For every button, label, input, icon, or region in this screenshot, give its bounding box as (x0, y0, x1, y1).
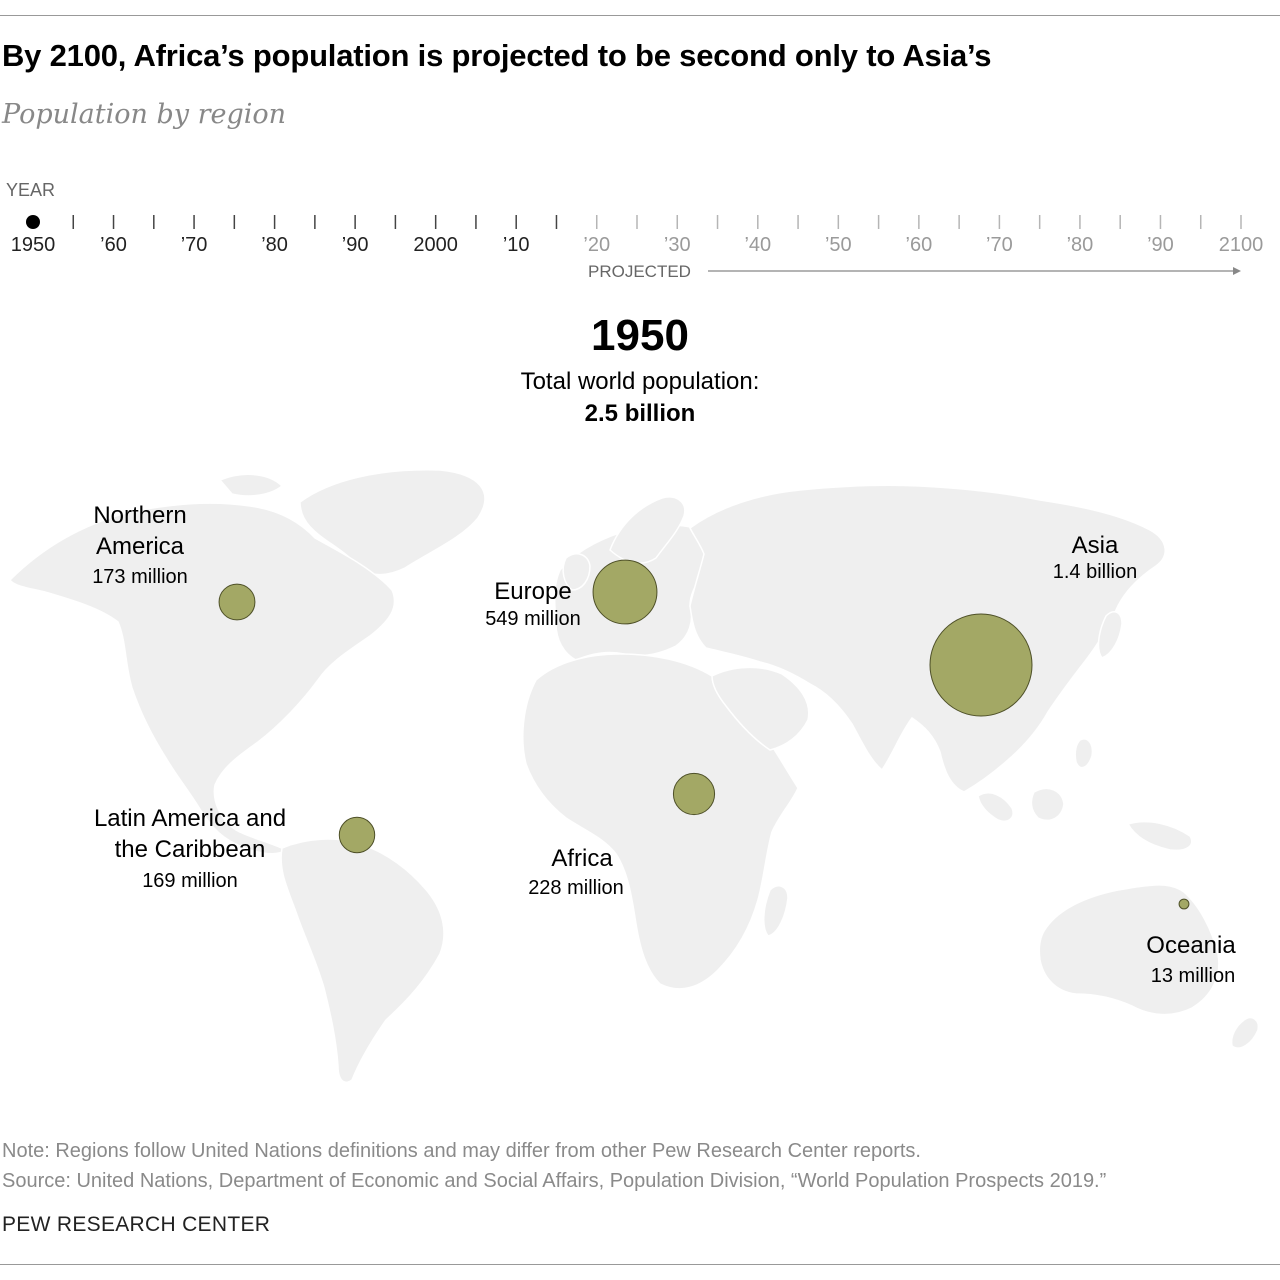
timeline-tick-label-2030: ’30 (664, 234, 691, 256)
land-south-america (280, 838, 445, 1084)
timeline-tick-label-1950: 1950 (11, 234, 56, 256)
bubble-asia[interactable] (929, 613, 1033, 717)
land-arabia (711, 666, 810, 751)
projected-label: PROJECTED (588, 262, 691, 281)
timeline-tick-label-2010: ’10 (503, 234, 530, 256)
label-africa: Africa (551, 845, 613, 872)
land-japan (1097, 611, 1123, 659)
world-map-svg (9, 469, 1260, 1084)
label-latin-america-line2: the Caribbean (114, 836, 266, 863)
timeline-tick-label-1990: ’90 (342, 234, 369, 256)
footer-source: Source: United Nations, Department of Ec… (2, 1170, 1107, 1192)
label-northern-america-line2: America (95, 533, 185, 560)
land-madagascar (763, 885, 789, 937)
label-asia: Asia (1071, 532, 1119, 559)
year-timeline[interactable]: 1950 ’60 ’70 ’80 ’90 2000 ’10 ’20 ’30 ’40 ’50 ’60 ’7… (0, 175, 1280, 285)
timeline-tick-label-1960: ’60 (100, 234, 127, 256)
land-new-guinea (1126, 820, 1193, 852)
timeline-tick-label-1980: ’80 (261, 234, 288, 256)
timeline-tick-label-2080: ’80 (1067, 234, 1094, 256)
timeline-tick-label-2100: 2100 (1219, 234, 1264, 256)
value-northern-america: 173 million (92, 566, 188, 588)
bottom-rule (0, 1264, 1280, 1265)
land-north-america (9, 502, 396, 855)
value-europe: 549 million (485, 608, 581, 630)
land-asia (689, 484, 1166, 793)
population-bubbles (218, 559, 1190, 910)
land-scandinavia (609, 496, 686, 564)
land-philippines (1074, 738, 1094, 769)
footer-note: Note: Regions follow United Nations defi… (2, 1140, 921, 1162)
label-oceania: Oceania (1146, 932, 1236, 959)
label-europe: Europe (494, 578, 572, 605)
brand-name: PEW RESEARCH CENTER (2, 1213, 271, 1236)
timeline-tick-label-2020: ’20 (583, 234, 610, 256)
total-population-value: 2.5 billion (584, 400, 696, 427)
timeline-tick-label-1970: ’70 (181, 234, 208, 256)
chart-title: By 2100, Africa’s population is projecte… (2, 38, 992, 73)
land-new-zealand (1230, 1016, 1260, 1049)
value-africa: 228 million (528, 877, 624, 899)
world-map (0, 440, 1280, 1100)
bubble-northern-america[interactable] (218, 583, 256, 621)
label-latin-america-line1: Latin America and (93, 805, 287, 832)
timeline-selected-dot[interactable] (26, 215, 40, 229)
land-uk (562, 553, 591, 591)
total-population-label: Total world population: (520, 368, 760, 395)
bubble-oceania[interactable] (1178, 898, 1190, 910)
selected-year: 1950 (591, 311, 689, 360)
timeline-tick-label-2070: ’70 (986, 234, 1013, 256)
land-borneo (1030, 787, 1065, 822)
chart-subtitle: Population by region (2, 99, 287, 130)
projected-arrow-head (1233, 267, 1241, 275)
value-oceania: 13 million (1150, 965, 1236, 987)
land-arctic-islands (218, 473, 284, 497)
value-asia: 1.4 billion (1052, 561, 1138, 583)
timeline-svg: 1950 ’60 ’70 ’80 ’90 2000 ’10 ’20 ’30 ’40 ’50 ’60 ’7… (11, 215, 1264, 275)
land-australia (1038, 884, 1220, 1016)
timeline-tick-label-2040: ’40 (744, 234, 771, 256)
land-masses (9, 469, 1260, 1084)
label-northern-america-line1: Northern (93, 502, 187, 529)
bubble-europe[interactable] (592, 559, 658, 625)
timeline-year-label: YEAR (6, 180, 56, 200)
timeline-tick-label-2050: ’50 (825, 234, 852, 256)
label-latin-america-caribbean: Latin America and the Caribbean (70, 803, 310, 865)
label-northern-america: Northern America (60, 500, 220, 562)
top-rule (0, 15, 1280, 16)
value-latin-america-caribbean: 169 million (142, 870, 238, 892)
bubble-africa[interactable] (672, 772, 716, 816)
bubble-latin-america-caribbean[interactable] (338, 816, 376, 854)
timeline-tick-label-2060: ’60 (906, 234, 933, 256)
timeline-tick-label-2090: ’90 (1147, 234, 1174, 256)
timeline-tick-label-2000: 2000 (413, 234, 458, 256)
land-sumatra (977, 792, 1014, 822)
